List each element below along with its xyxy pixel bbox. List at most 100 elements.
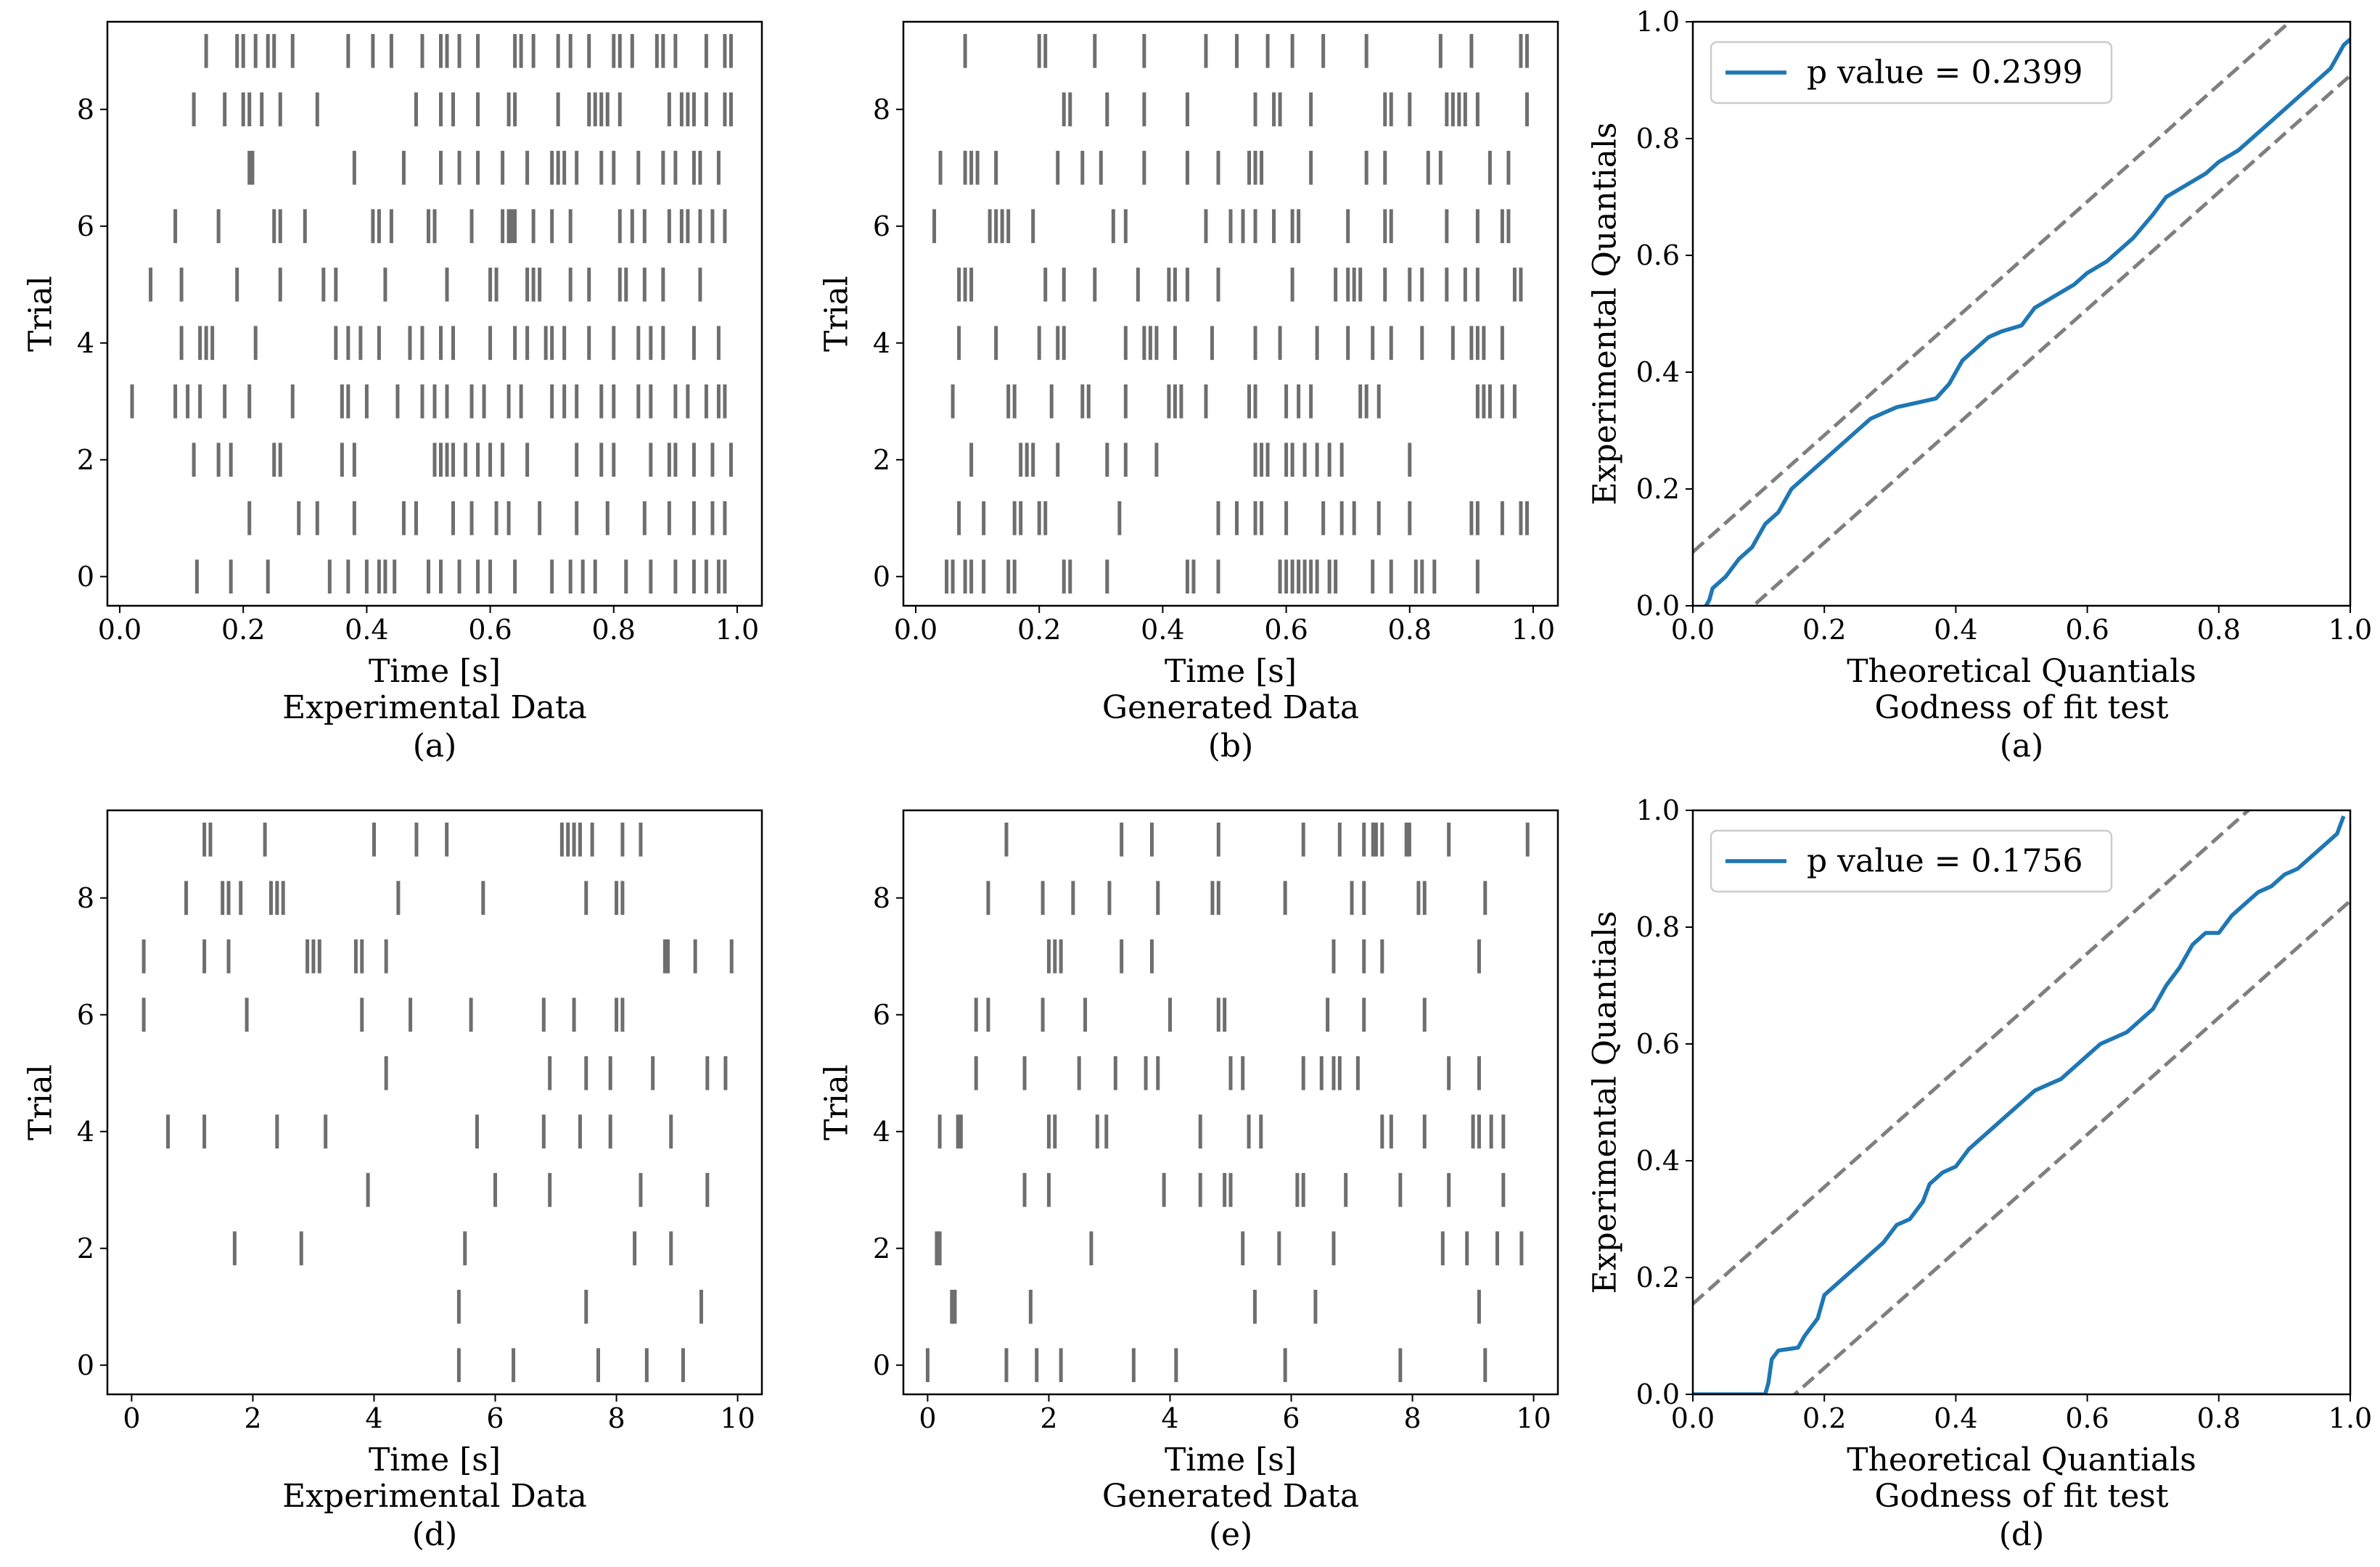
y-tick-label: 2 [873,444,890,476]
axes-frame [902,809,1559,1396]
x-axis-label: Time [s] [1165,653,1297,690]
x-tick-label: 10 [1516,1402,1551,1434]
y-tick-label: 1.0 [1636,794,1680,826]
y-tick-label: 6 [77,210,94,242]
y-tick-label: 0.2 [1636,473,1680,505]
x-tick-label: 2 [244,1402,261,1434]
y-tick-label: 0 [77,1349,94,1381]
axes-frame [106,809,763,1396]
y-tick-label: 0 [873,561,890,593]
y-tick-label: 6 [77,999,94,1031]
y-tick-label: 8 [77,94,94,126]
axes-frame [106,20,763,607]
x-tick-label: 0.8 [2197,1402,2241,1434]
panel-label: (b) [1208,728,1254,765]
y-tick-label: 0 [77,561,94,593]
lower-bound-line [1792,899,2350,1394]
x-tick-label: 0.2 [1802,614,1846,646]
y-tick-label: 0.0 [1636,1378,1680,1410]
upper-bound-line [1693,810,2252,1306]
legend-box [1710,829,2113,893]
ks-curve [1693,815,2346,1394]
plot-area [1693,810,2350,1394]
ks-curve [1704,38,2350,606]
y-tick-label: 6 [873,210,890,242]
x-tick-label: 0.4 [1934,614,1977,646]
plot-area [1693,22,2350,606]
x-tick-label: 0 [123,1402,140,1434]
panel-label: (d) [1999,1516,2045,1553]
x-tick-label: 0.6 [468,614,512,646]
plot-area [141,822,734,1383]
x-axis-label: Time [s] [369,1441,501,1478]
x-tick-label: 1.0 [2328,1402,2372,1434]
chart-bottom-right: 0.0 0.2 0.4 0.6 0.8 1.0 0.0 0.2 0.4 0.6 0.8 1.0 Theo… [1587,794,2373,1553]
x-tick-label: 0.2 [221,614,265,646]
x-axis-label: Theoretical Quantials [1847,1441,2196,1478]
x-tick-label: 4 [1161,1402,1178,1434]
panel-label: (a) [2000,728,2044,765]
x-tick-label: 0.0 [894,614,937,646]
plot-area [130,33,733,594]
chart-bottom-left: 0 2 4 6 8 10 0 2 4 6 8 Time [s]Experimental Data(d)… [22,809,763,1553]
legend-label: p value = 0.1756 [1807,843,2083,880]
x-tick-label: 0.2 [1802,1402,1846,1434]
x-tick-label: 0.4 [1934,1402,1977,1434]
y-tick-label: 2 [77,444,94,476]
y-axis-label: Trial [818,276,855,352]
x-tick-label: 0.8 [592,614,636,646]
y-axis-label: Trial [818,1064,855,1140]
y-tick-label: 2 [77,1233,94,1264]
figure-subtitle: Godness of fit test [1874,689,2168,726]
x-tick-label: 2 [1040,1402,1057,1434]
x-tick-label: 0 [919,1402,936,1434]
x-tick-label: 0.2 [1017,614,1061,646]
axes-frame [902,20,1559,607]
x-tick-label: 6 [1282,1402,1300,1434]
lower-bound-line [1750,74,2350,606]
y-axis-label: Trial [22,1064,60,1140]
x-tick-label: 0.6 [1264,614,1308,646]
y-tick-label: 4 [77,327,94,359]
figure-subtitle: Generated Data [1102,1478,1359,1515]
x-axis-label: Time [s] [1165,1441,1297,1478]
y-tick-label: 0.2 [1636,1262,1680,1294]
y-tick-label: 0.6 [1636,239,1680,271]
figure-subtitle: Generated Data [1102,689,1359,726]
figure-subtitle: Experimental Data [282,1478,587,1515]
x-tick-label: 0.8 [1388,614,1432,646]
plot-area [925,822,1530,1383]
axes-frame [1691,809,2352,1396]
y-axis-label: Experimental Quantials [1587,123,1624,506]
y-tick-label: 2 [873,1233,890,1264]
x-tick-label: 0.6 [2065,1402,2109,1434]
y-tick-label: 8 [873,94,890,126]
x-tick-label: 1.0 [715,614,759,646]
x-tick-label: 0.6 [2065,614,2109,646]
axes-frame [1691,20,2352,607]
y-tick-label: 8 [873,882,890,914]
plot-area [932,33,1529,594]
y-tick-label: 4 [77,1116,94,1148]
chart-top-left: 0.0 0.2 0.4 0.6 0.8 1.0 0 2 4 6 8 Time [s]Experimen… [22,20,763,765]
x-tick-label: 0.4 [345,614,388,646]
x-tick-label: 8 [607,1402,625,1434]
figure-subtitle: Experimental Data [282,689,587,726]
x-tick-label: 1.0 [1511,614,1555,646]
x-tick-label: 10 [720,1402,755,1434]
x-axis-label: Time [s] [369,653,501,690]
y-tick-label: 0.4 [1636,356,1680,388]
y-tick-label: 0 [873,1349,890,1381]
x-tick-label: 6 [486,1402,504,1434]
y-tick-label: 8 [77,882,94,914]
y-tick-label: 6 [873,999,890,1031]
x-tick-label: 0.8 [2197,614,2241,646]
x-tick-label: 0.0 [1671,614,1715,646]
y-tick-label: 1.0 [1636,6,1680,38]
chart-top-middle: 0.0 0.2 0.4 0.6 0.8 1.0 0 2 4 6 8 Time [s]Generated… [818,20,1559,765]
y-tick-label: 4 [873,327,890,359]
y-tick-label: 0.8 [1636,123,1680,155]
chart-bottom-middle: 0 2 4 6 8 10 0 2 4 6 8 Time [s]Generated Data(e) Tri… [818,809,1559,1553]
chart-top-right: 0.0 0.2 0.4 0.6 0.8 1.0 0.0 0.2 0.4 0.6 0.8 1.0 Theo… [1587,6,2373,765]
